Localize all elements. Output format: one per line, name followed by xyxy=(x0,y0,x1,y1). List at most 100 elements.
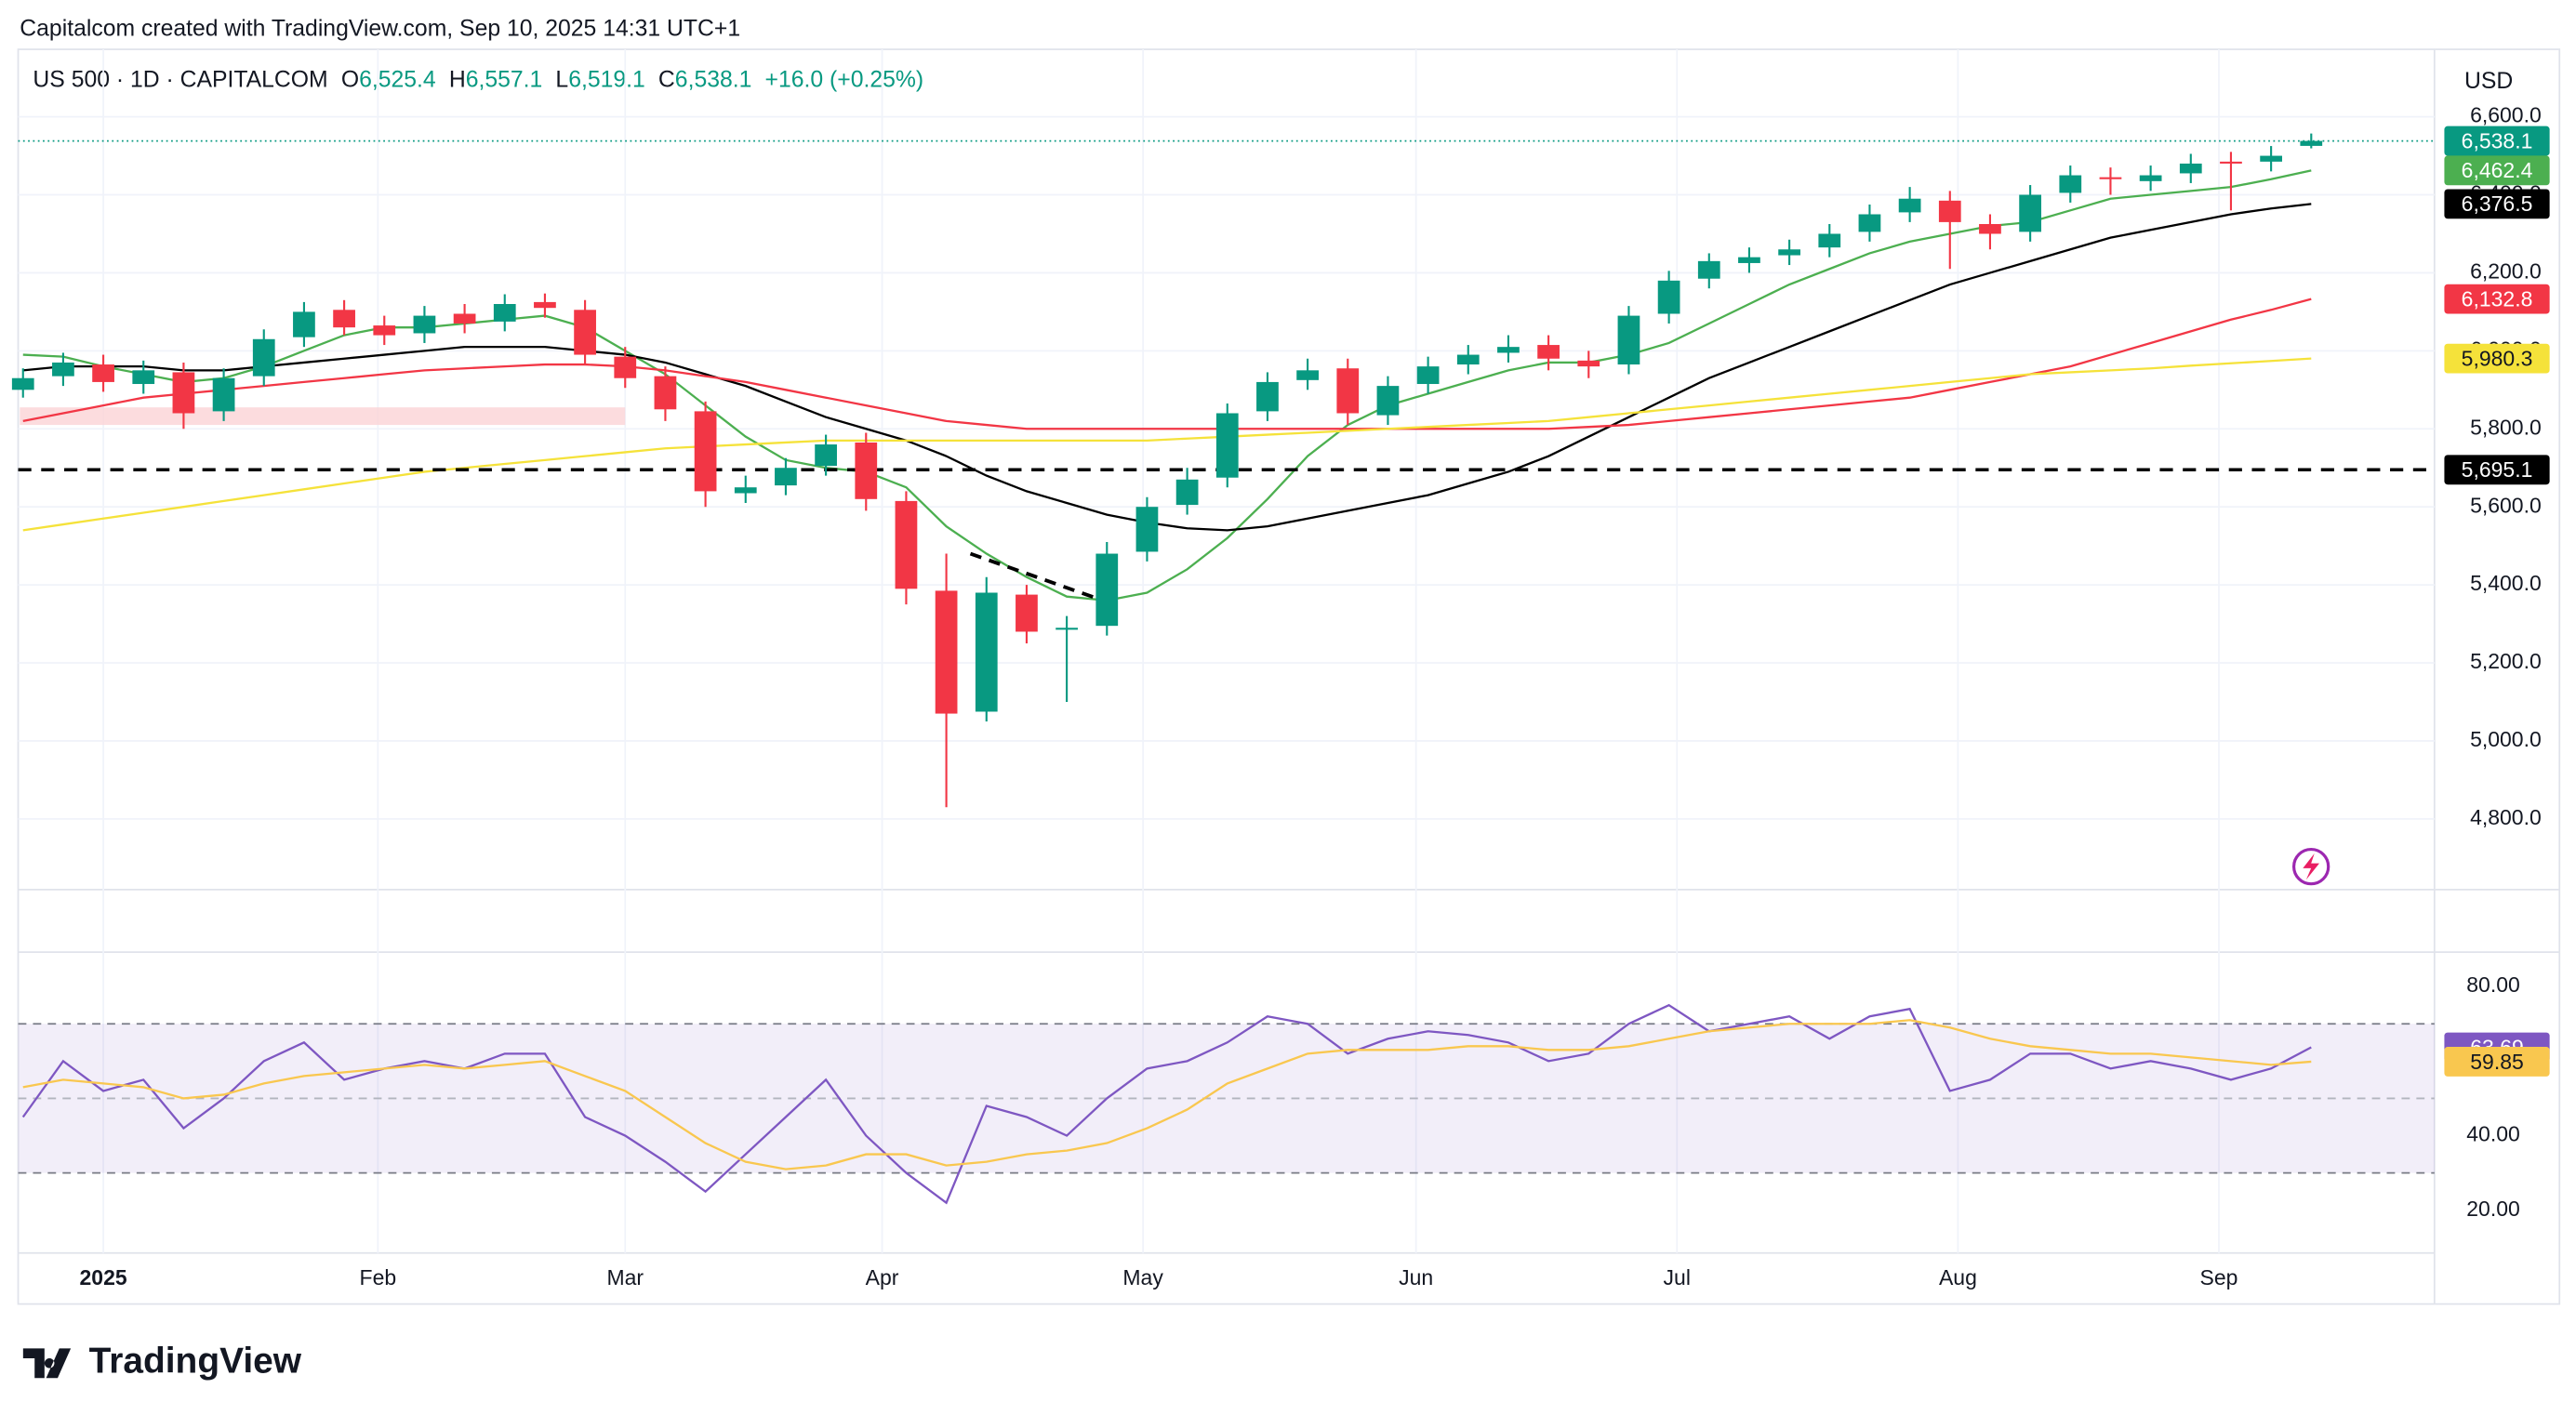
change: +16.0 (+0.25%) xyxy=(765,67,924,92)
ohlc-value: 6,525.4 xyxy=(359,67,436,92)
candle-body xyxy=(333,310,355,328)
candle-body xyxy=(2139,175,2162,181)
bolt-icon[interactable] xyxy=(2291,847,2330,886)
price-tag-label: 59.85 xyxy=(2470,1050,2524,1074)
candle-body xyxy=(11,377,34,390)
bolt-ring xyxy=(2291,847,2330,886)
x-tick-label: Jun xyxy=(1399,1265,1433,1289)
candle-body xyxy=(252,338,275,377)
ohlc-key: L xyxy=(555,67,568,92)
price-tag xyxy=(2444,284,2550,314)
candle-body xyxy=(2099,177,2122,179)
candle-body xyxy=(1336,368,1360,414)
bolt xyxy=(2303,853,2319,880)
candle-body xyxy=(1738,257,1760,263)
candle-body xyxy=(132,370,155,385)
currency[interactable]: USD xyxy=(2464,69,2513,94)
price-tag xyxy=(2444,343,2550,374)
y-tick-label: 20.00 xyxy=(2466,1197,2520,1221)
trendline xyxy=(969,551,1104,602)
y-tick-label: 80.00 xyxy=(2466,972,2520,997)
candle-body xyxy=(1617,315,1640,365)
candle-body xyxy=(1657,280,1680,314)
price-tag-label: 5,980.3 xyxy=(2462,346,2533,370)
moving-average xyxy=(22,169,2312,602)
candle-body xyxy=(1537,345,1560,359)
candle-body xyxy=(815,444,837,467)
rsi-line xyxy=(22,1019,2312,1170)
candle-body xyxy=(975,592,998,712)
brand-logo[interactable]: TradingView xyxy=(22,1342,302,1382)
candle-body xyxy=(2300,140,2323,146)
moving-average xyxy=(22,203,2312,532)
candle-body xyxy=(1979,223,2001,234)
rsi-line xyxy=(21,1003,2312,1205)
candle-body xyxy=(775,468,797,486)
x-tick-label: Aug xyxy=(1939,1265,1977,1289)
x-tick-label: 2025 xyxy=(80,1265,127,1289)
candle-body xyxy=(1016,594,1038,632)
candle-body xyxy=(493,304,516,322)
ohlc-value: 6,538.1 xyxy=(675,67,752,92)
x-tick-label: Sep xyxy=(2200,1265,2238,1289)
candle-body xyxy=(2220,161,2242,164)
candle-body xyxy=(453,313,476,324)
candle-body xyxy=(935,590,958,714)
x-tick-label: Apr xyxy=(866,1265,899,1289)
candle-body xyxy=(534,301,556,309)
candle-body xyxy=(1697,260,1720,279)
symbol: US 500 · 1D · CAPITALCOM xyxy=(33,67,327,92)
price-tag-label: 6,462.4 xyxy=(2462,158,2533,182)
x-tick-label: Jul xyxy=(1664,1265,1691,1289)
candle-body xyxy=(2179,163,2202,174)
y-tick-label: 6,600.0 xyxy=(2470,103,2542,127)
y-tick-label: 5,200.0 xyxy=(2470,649,2542,673)
ohlc-value: 6,557.1 xyxy=(466,67,543,92)
candle-body xyxy=(293,311,315,337)
candle-body xyxy=(1497,347,1520,353)
zone xyxy=(20,407,626,426)
candle-body xyxy=(212,377,235,412)
price-tag-label: 6,538.1 xyxy=(2462,128,2533,152)
price-tag xyxy=(2444,455,2550,485)
moving-average xyxy=(22,357,2312,532)
candle-body xyxy=(1938,200,1961,222)
y-tick-label: 5,000.0 xyxy=(2470,727,2542,751)
y-tick-label: 4,800.0 xyxy=(2470,805,2542,829)
candle-body xyxy=(2059,175,2082,193)
x-tick-label: Feb xyxy=(360,1265,397,1289)
ohlc-key: H xyxy=(449,67,466,92)
candle-body xyxy=(1135,507,1159,552)
candle-body xyxy=(574,310,596,355)
x-tick-label: May xyxy=(1122,1265,1163,1289)
candle-body xyxy=(1858,214,1881,232)
candle-body xyxy=(1376,386,1400,416)
credit: Capitalcom created with TradingView.com,… xyxy=(20,16,740,41)
candle-body xyxy=(413,315,436,334)
symbol-legend[interactable]: US 500 · 1D · CAPITALCOM O6,525.4 H6,557.1… xyxy=(33,67,923,92)
y-tick-label: 40.00 xyxy=(2466,1122,2520,1146)
y-tick-label: 5,600.0 xyxy=(2470,493,2542,517)
candle-body xyxy=(1778,249,1800,256)
frame xyxy=(17,48,2561,1305)
candle-body xyxy=(694,411,717,492)
candle-body xyxy=(1416,366,1440,385)
candle-body xyxy=(1215,413,1239,478)
candle-body xyxy=(1056,628,1078,630)
price-tag xyxy=(2444,1047,2550,1077)
y-tick-label: 5,800.0 xyxy=(2470,415,2542,439)
candle-body xyxy=(1577,360,1600,367)
candle-body xyxy=(654,376,677,410)
price-tag xyxy=(2444,189,2550,219)
brand-name: TradingView xyxy=(89,1342,302,1382)
candle-body xyxy=(614,356,637,378)
candle-body xyxy=(92,364,114,382)
price-tag-label: 5,695.1 xyxy=(2462,457,2533,482)
candle-body xyxy=(1095,553,1119,627)
price-pane xyxy=(18,49,2435,1253)
candle-body xyxy=(1175,479,1199,506)
ohlc-key: O xyxy=(341,67,359,92)
candle-body xyxy=(855,442,878,499)
